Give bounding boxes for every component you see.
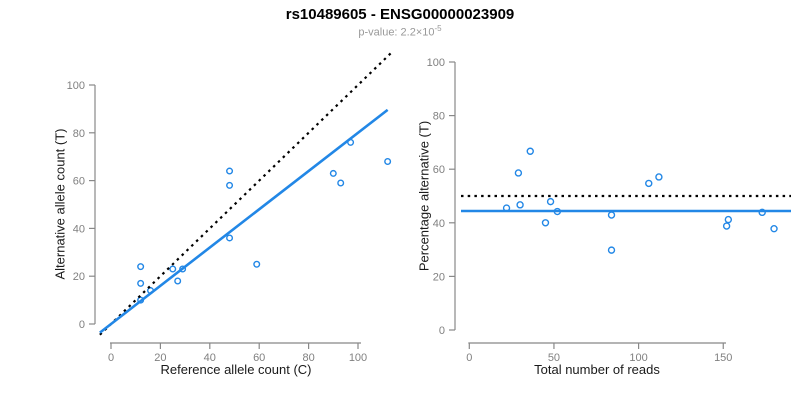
y-tick-label: 60 <box>73 176 85 188</box>
y-tick-label: 80 <box>73 128 85 140</box>
x-tick-label: 150 <box>714 352 732 364</box>
data-point-marker <box>770 224 778 233</box>
x-tick-label: 60 <box>253 352 265 364</box>
y-tick-label: 80 <box>433 111 445 123</box>
y-tick-label: 100 <box>67 80 85 92</box>
x-tick-label: 20 <box>154 352 166 364</box>
data-point-marker <box>384 157 392 165</box>
y-tick-label: 0 <box>439 325 445 337</box>
left-x-axis-title: Reference allele count (C) <box>160 362 312 377</box>
y-tick-label: 100 <box>427 57 445 69</box>
data-point-marker <box>722 222 731 230</box>
data-point-marker <box>541 219 550 227</box>
data-point-marker <box>169 265 177 273</box>
right-y-axis-title: Percentage alternative (T) <box>416 120 432 272</box>
data-point-marker <box>516 201 524 209</box>
y-tick-label: 40 <box>433 218 445 230</box>
data-point-marker <box>174 277 182 285</box>
x-tick-label: 50 <box>548 352 560 364</box>
data-point-marker <box>514 169 523 177</box>
x-tick-label: 0 <box>108 352 114 364</box>
left-y-axis-title: Alternative allele count (T) <box>52 128 68 280</box>
data-point-marker <box>607 211 616 219</box>
x-tick-label: 100 <box>349 352 367 364</box>
x-tick-label: 100 <box>629 352 647 364</box>
right-x-axis-title: Total number of reads <box>534 362 660 377</box>
data-point-marker <box>137 263 145 271</box>
y-tick-label: 20 <box>73 271 85 283</box>
data-point-marker <box>137 279 145 287</box>
data-point-marker <box>724 215 733 224</box>
data-point-marker <box>226 181 234 189</box>
x-tick-label: 0 <box>466 352 472 364</box>
x-tick-label: 80 <box>302 352 314 364</box>
p-value-subtitle: p-value: 2.2×10-5 <box>0 24 800 39</box>
page-title: rs10489605 - ENSG00000023909 <box>285 6 515 23</box>
data-point-marker <box>179 265 187 273</box>
data-point-marker <box>226 234 234 242</box>
data-point-marker <box>329 169 337 177</box>
p-value-exponent: -5 <box>434 24 442 33</box>
data-point-marker <box>645 179 653 188</box>
p-value-text: p-value: 2.2×10 <box>358 26 435 39</box>
y-tick-label: 40 <box>73 223 85 235</box>
data-point-marker <box>758 208 766 217</box>
data-point-marker <box>337 179 345 187</box>
x-tick-label: 40 <box>204 352 216 364</box>
data-point-marker <box>607 246 616 254</box>
y-tick-label: 0 <box>79 319 85 331</box>
identity-line <box>99 50 394 336</box>
y-tick-label: 60 <box>433 164 445 176</box>
fit-line <box>99 108 389 334</box>
data-point-marker <box>655 173 663 181</box>
data-point-marker <box>226 167 234 175</box>
data-point-marker <box>526 147 534 155</box>
data-point-marker <box>546 197 555 206</box>
data-point-marker <box>253 260 261 268</box>
y-tick-label: 20 <box>433 271 445 283</box>
